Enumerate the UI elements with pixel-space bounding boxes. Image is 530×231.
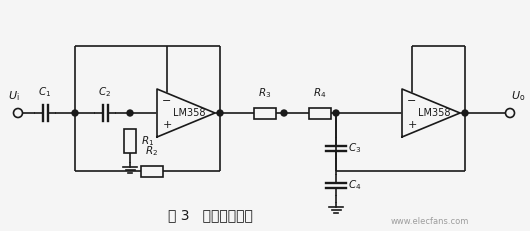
Circle shape: [506, 109, 515, 118]
Text: +: +: [162, 120, 172, 130]
Circle shape: [13, 109, 22, 118]
Text: $C_2$: $C_2$: [99, 85, 111, 99]
Text: $U_{\rm o}$: $U_{\rm o}$: [511, 89, 525, 103]
Text: $C_1$: $C_1$: [38, 85, 51, 99]
Text: −: −: [408, 96, 417, 106]
Text: $C_3$: $C_3$: [348, 141, 361, 155]
Text: $R_3$: $R_3$: [258, 86, 272, 100]
Text: $U_{\rm i}$: $U_{\rm i}$: [8, 89, 20, 103]
Circle shape: [127, 110, 133, 116]
Text: LM358: LM358: [173, 108, 205, 118]
Text: $C_4$: $C_4$: [348, 178, 361, 192]
Text: www.elecfans.com: www.elecfans.com: [391, 216, 469, 225]
Polygon shape: [157, 89, 215, 137]
Bar: [141, 165, 163, 176]
Circle shape: [333, 110, 339, 116]
Text: $R_4$: $R_4$: [313, 86, 326, 100]
Bar: [254, 107, 276, 119]
Text: LM358: LM358: [418, 108, 450, 118]
Polygon shape: [402, 89, 460, 137]
Circle shape: [217, 110, 223, 116]
Circle shape: [281, 110, 287, 116]
Text: $R_1$: $R_1$: [141, 134, 154, 148]
Text: $R_2$: $R_2$: [145, 144, 158, 158]
Text: 图 3   带通滤波电路: 图 3 带通滤波电路: [167, 208, 252, 222]
Circle shape: [72, 110, 78, 116]
Circle shape: [462, 110, 468, 116]
Bar: [309, 107, 331, 119]
Text: −: −: [162, 96, 172, 106]
Text: +: +: [408, 120, 417, 130]
Bar: [124, 129, 136, 153]
